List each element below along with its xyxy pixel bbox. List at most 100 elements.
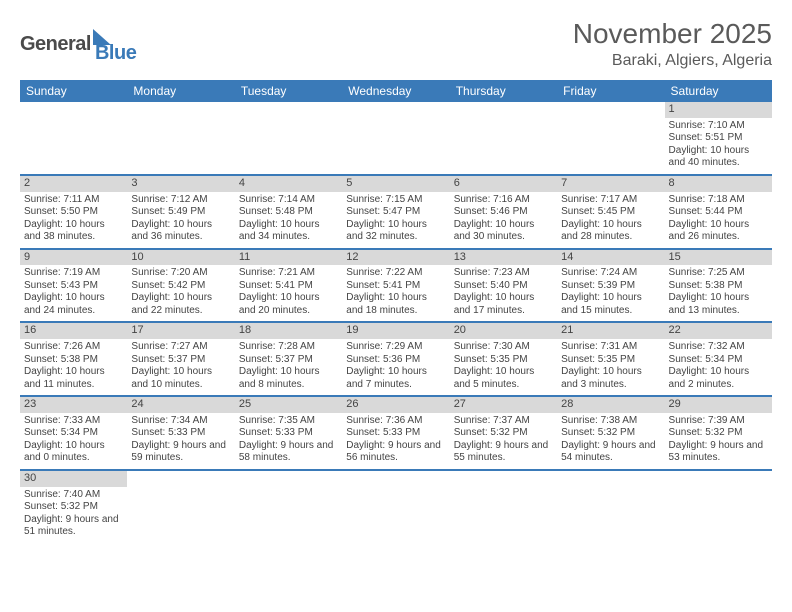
sunset-text: Sunset: 5:37 PM [131,354,230,367]
sunset-text: Sunset: 5:35 PM [561,354,660,367]
week-row: 2Sunrise: 7:11 AMSunset: 5:50 PMDaylight… [20,175,772,249]
day-number: 24 [127,397,234,413]
daylight-text: Daylight: 10 hours and 15 minutes. [561,292,660,317]
day-cell: 6Sunrise: 7:16 AMSunset: 5:46 PMDaylight… [450,175,557,249]
sunset-text: Sunset: 5:39 PM [561,280,660,293]
day-body: Sunrise: 7:32 AMSunset: 5:34 PMDaylight:… [665,339,772,395]
day-header: Sunday [20,80,127,102]
logo: General Blue [20,24,136,65]
sunrise-text: Sunrise: 7:20 AM [131,267,230,280]
day-number: 28 [557,397,664,413]
sunrise-text: Sunrise: 7:14 AM [239,194,338,207]
daylight-text: Daylight: 9 hours and 53 minutes. [669,440,768,465]
day-number: 22 [665,323,772,339]
sunset-text: Sunset: 5:41 PM [239,280,338,293]
sunrise-text: Sunrise: 7:39 AM [669,415,768,428]
day-number: 25 [235,397,342,413]
logo-text-main: General [20,33,91,56]
daylight-text: Daylight: 10 hours and 18 minutes. [346,292,445,317]
day-body: Sunrise: 7:22 AMSunset: 5:41 PMDaylight:… [342,265,449,321]
sunrise-text: Sunrise: 7:15 AM [346,194,445,207]
month-title: November 2025 [573,18,772,50]
day-header: Wednesday [342,80,449,102]
day-cell: 11Sunrise: 7:21 AMSunset: 5:41 PMDayligh… [235,249,342,323]
day-cell: 20Sunrise: 7:30 AMSunset: 5:35 PMDayligh… [450,322,557,396]
sunrise-text: Sunrise: 7:30 AM [454,341,553,354]
sunrise-text: Sunrise: 7:32 AM [669,341,768,354]
day-header: Thursday [450,80,557,102]
daylight-text: Daylight: 10 hours and 2 minutes. [669,366,768,391]
day-header: Monday [127,80,234,102]
daylight-text: Daylight: 10 hours and 26 minutes. [669,219,768,244]
title-block: November 2025 Baraki, Algiers, Algeria [573,18,772,70]
day-cell [450,470,557,543]
day-body: Sunrise: 7:34 AMSunset: 5:33 PMDaylight:… [127,413,234,469]
day-cell: 25Sunrise: 7:35 AMSunset: 5:33 PMDayligh… [235,396,342,470]
sunset-text: Sunset: 5:34 PM [24,427,123,440]
day-number: 3 [127,176,234,192]
day-cell [235,102,342,175]
daylight-text: Daylight: 10 hours and 0 minutes. [24,440,123,465]
sunset-text: Sunset: 5:38 PM [669,280,768,293]
day-header: Friday [557,80,664,102]
day-cell: 17Sunrise: 7:27 AMSunset: 5:37 PMDayligh… [127,322,234,396]
sunrise-text: Sunrise: 7:22 AM [346,267,445,280]
day-body: Sunrise: 7:25 AMSunset: 5:38 PMDaylight:… [665,265,772,321]
day-cell [342,470,449,543]
sunset-text: Sunset: 5:50 PM [24,206,123,219]
day-body: Sunrise: 7:27 AMSunset: 5:37 PMDaylight:… [127,339,234,395]
day-body: Sunrise: 7:24 AMSunset: 5:39 PMDaylight:… [557,265,664,321]
day-cell: 19Sunrise: 7:29 AMSunset: 5:36 PMDayligh… [342,322,449,396]
day-cell: 1Sunrise: 7:10 AMSunset: 5:51 PMDaylight… [665,102,772,175]
sunset-text: Sunset: 5:36 PM [346,354,445,367]
day-body: Sunrise: 7:37 AMSunset: 5:32 PMDaylight:… [450,413,557,469]
week-row: 16Sunrise: 7:26 AMSunset: 5:38 PMDayligh… [20,322,772,396]
sunset-text: Sunset: 5:47 PM [346,206,445,219]
day-body: Sunrise: 7:31 AMSunset: 5:35 PMDaylight:… [557,339,664,395]
day-body: Sunrise: 7:20 AMSunset: 5:42 PMDaylight:… [127,265,234,321]
daylight-text: Daylight: 10 hours and 22 minutes. [131,292,230,317]
location: Baraki, Algiers, Algeria [573,52,772,70]
sunrise-text: Sunrise: 7:12 AM [131,194,230,207]
calendar-page: General Blue November 2025 Baraki, Algie… [0,0,792,561]
day-number: 23 [20,397,127,413]
day-cell: 22Sunrise: 7:32 AMSunset: 5:34 PMDayligh… [665,322,772,396]
day-body: Sunrise: 7:19 AMSunset: 5:43 PMDaylight:… [20,265,127,321]
sunrise-text: Sunrise: 7:16 AM [454,194,553,207]
day-number: 29 [665,397,772,413]
sunrise-text: Sunrise: 7:25 AM [669,267,768,280]
sunset-text: Sunset: 5:45 PM [561,206,660,219]
day-cell: 23Sunrise: 7:33 AMSunset: 5:34 PMDayligh… [20,396,127,470]
day-cell: 29Sunrise: 7:39 AMSunset: 5:32 PMDayligh… [665,396,772,470]
daylight-text: Daylight: 10 hours and 5 minutes. [454,366,553,391]
day-cell: 14Sunrise: 7:24 AMSunset: 5:39 PMDayligh… [557,249,664,323]
week-row: 1Sunrise: 7:10 AMSunset: 5:51 PMDaylight… [20,102,772,175]
daylight-text: Daylight: 10 hours and 30 minutes. [454,219,553,244]
day-body: Sunrise: 7:40 AMSunset: 5:32 PMDaylight:… [20,487,127,543]
day-body: Sunrise: 7:36 AMSunset: 5:33 PMDaylight:… [342,413,449,469]
daylight-text: Daylight: 10 hours and 20 minutes. [239,292,338,317]
sunrise-text: Sunrise: 7:19 AM [24,267,123,280]
sunset-text: Sunset: 5:32 PM [454,427,553,440]
week-row: 9Sunrise: 7:19 AMSunset: 5:43 PMDaylight… [20,249,772,323]
sunrise-text: Sunrise: 7:21 AM [239,267,338,280]
day-number: 17 [127,323,234,339]
sunrise-text: Sunrise: 7:24 AM [561,267,660,280]
day-number: 2 [20,176,127,192]
daylight-text: Daylight: 10 hours and 38 minutes. [24,219,123,244]
day-number: 26 [342,397,449,413]
sunset-text: Sunset: 5:49 PM [131,206,230,219]
sunrise-text: Sunrise: 7:31 AM [561,341,660,354]
day-cell: 7Sunrise: 7:17 AMSunset: 5:45 PMDaylight… [557,175,664,249]
daylight-text: Daylight: 10 hours and 34 minutes. [239,219,338,244]
sunrise-text: Sunrise: 7:23 AM [454,267,553,280]
daylight-text: Daylight: 10 hours and 13 minutes. [669,292,768,317]
day-number: 12 [342,250,449,266]
day-number: 16 [20,323,127,339]
day-cell: 24Sunrise: 7:34 AMSunset: 5:33 PMDayligh… [127,396,234,470]
day-body: Sunrise: 7:21 AMSunset: 5:41 PMDaylight:… [235,265,342,321]
day-cell: 9Sunrise: 7:19 AMSunset: 5:43 PMDaylight… [20,249,127,323]
week-row: 23Sunrise: 7:33 AMSunset: 5:34 PMDayligh… [20,396,772,470]
day-number: 15 [665,250,772,266]
daylight-text: Daylight: 10 hours and 40 minutes. [669,145,768,170]
